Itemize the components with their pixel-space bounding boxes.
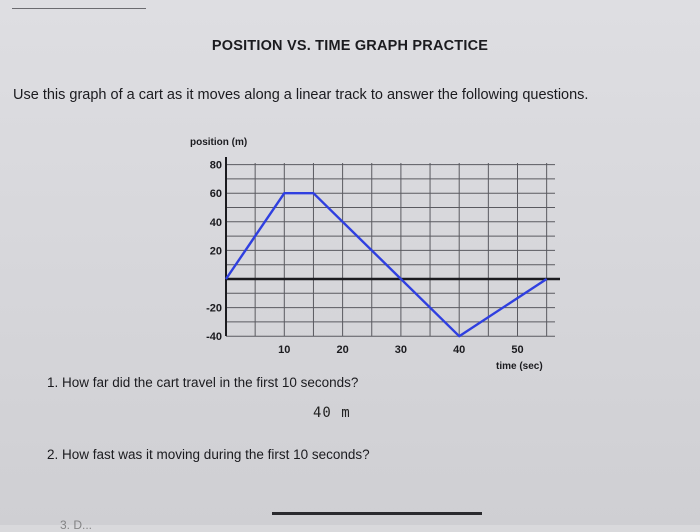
cut-off-question-3: 3. D... xyxy=(60,518,93,532)
position-series-line xyxy=(225,191,548,338)
x-tick-label: 10 xyxy=(278,344,290,356)
y-tick-label: -20 xyxy=(206,303,222,315)
bottom-rule xyxy=(272,512,482,515)
y-tick-label: 60 xyxy=(210,188,222,200)
x-tick-label: 30 xyxy=(395,344,407,356)
y-tick-label: -40 xyxy=(206,331,222,343)
x-tick-label: 40 xyxy=(453,344,465,356)
x-tick-label: 20 xyxy=(336,344,348,356)
question-1: 1. How far did the cart travel in the fi… xyxy=(47,375,359,390)
y-tick-label: 80 xyxy=(210,160,222,172)
question-2: 2. How fast was it moving during the fir… xyxy=(47,447,370,462)
x-tick-label: 50 xyxy=(511,344,523,356)
y-tick-label: 20 xyxy=(210,245,222,257)
handwritten-answer-1: 40 m xyxy=(313,405,351,421)
y-tick-label: 40 xyxy=(210,217,222,229)
x-axis-title: time (sec) xyxy=(496,361,543,372)
instructions-text: Use this graph of a cart as it moves alo… xyxy=(13,87,589,103)
page-title: POSITION VS. TIME GRAPH PRACTICE xyxy=(211,38,489,54)
y-axis-title: position (m) xyxy=(190,137,247,148)
top-rule xyxy=(12,8,146,9)
